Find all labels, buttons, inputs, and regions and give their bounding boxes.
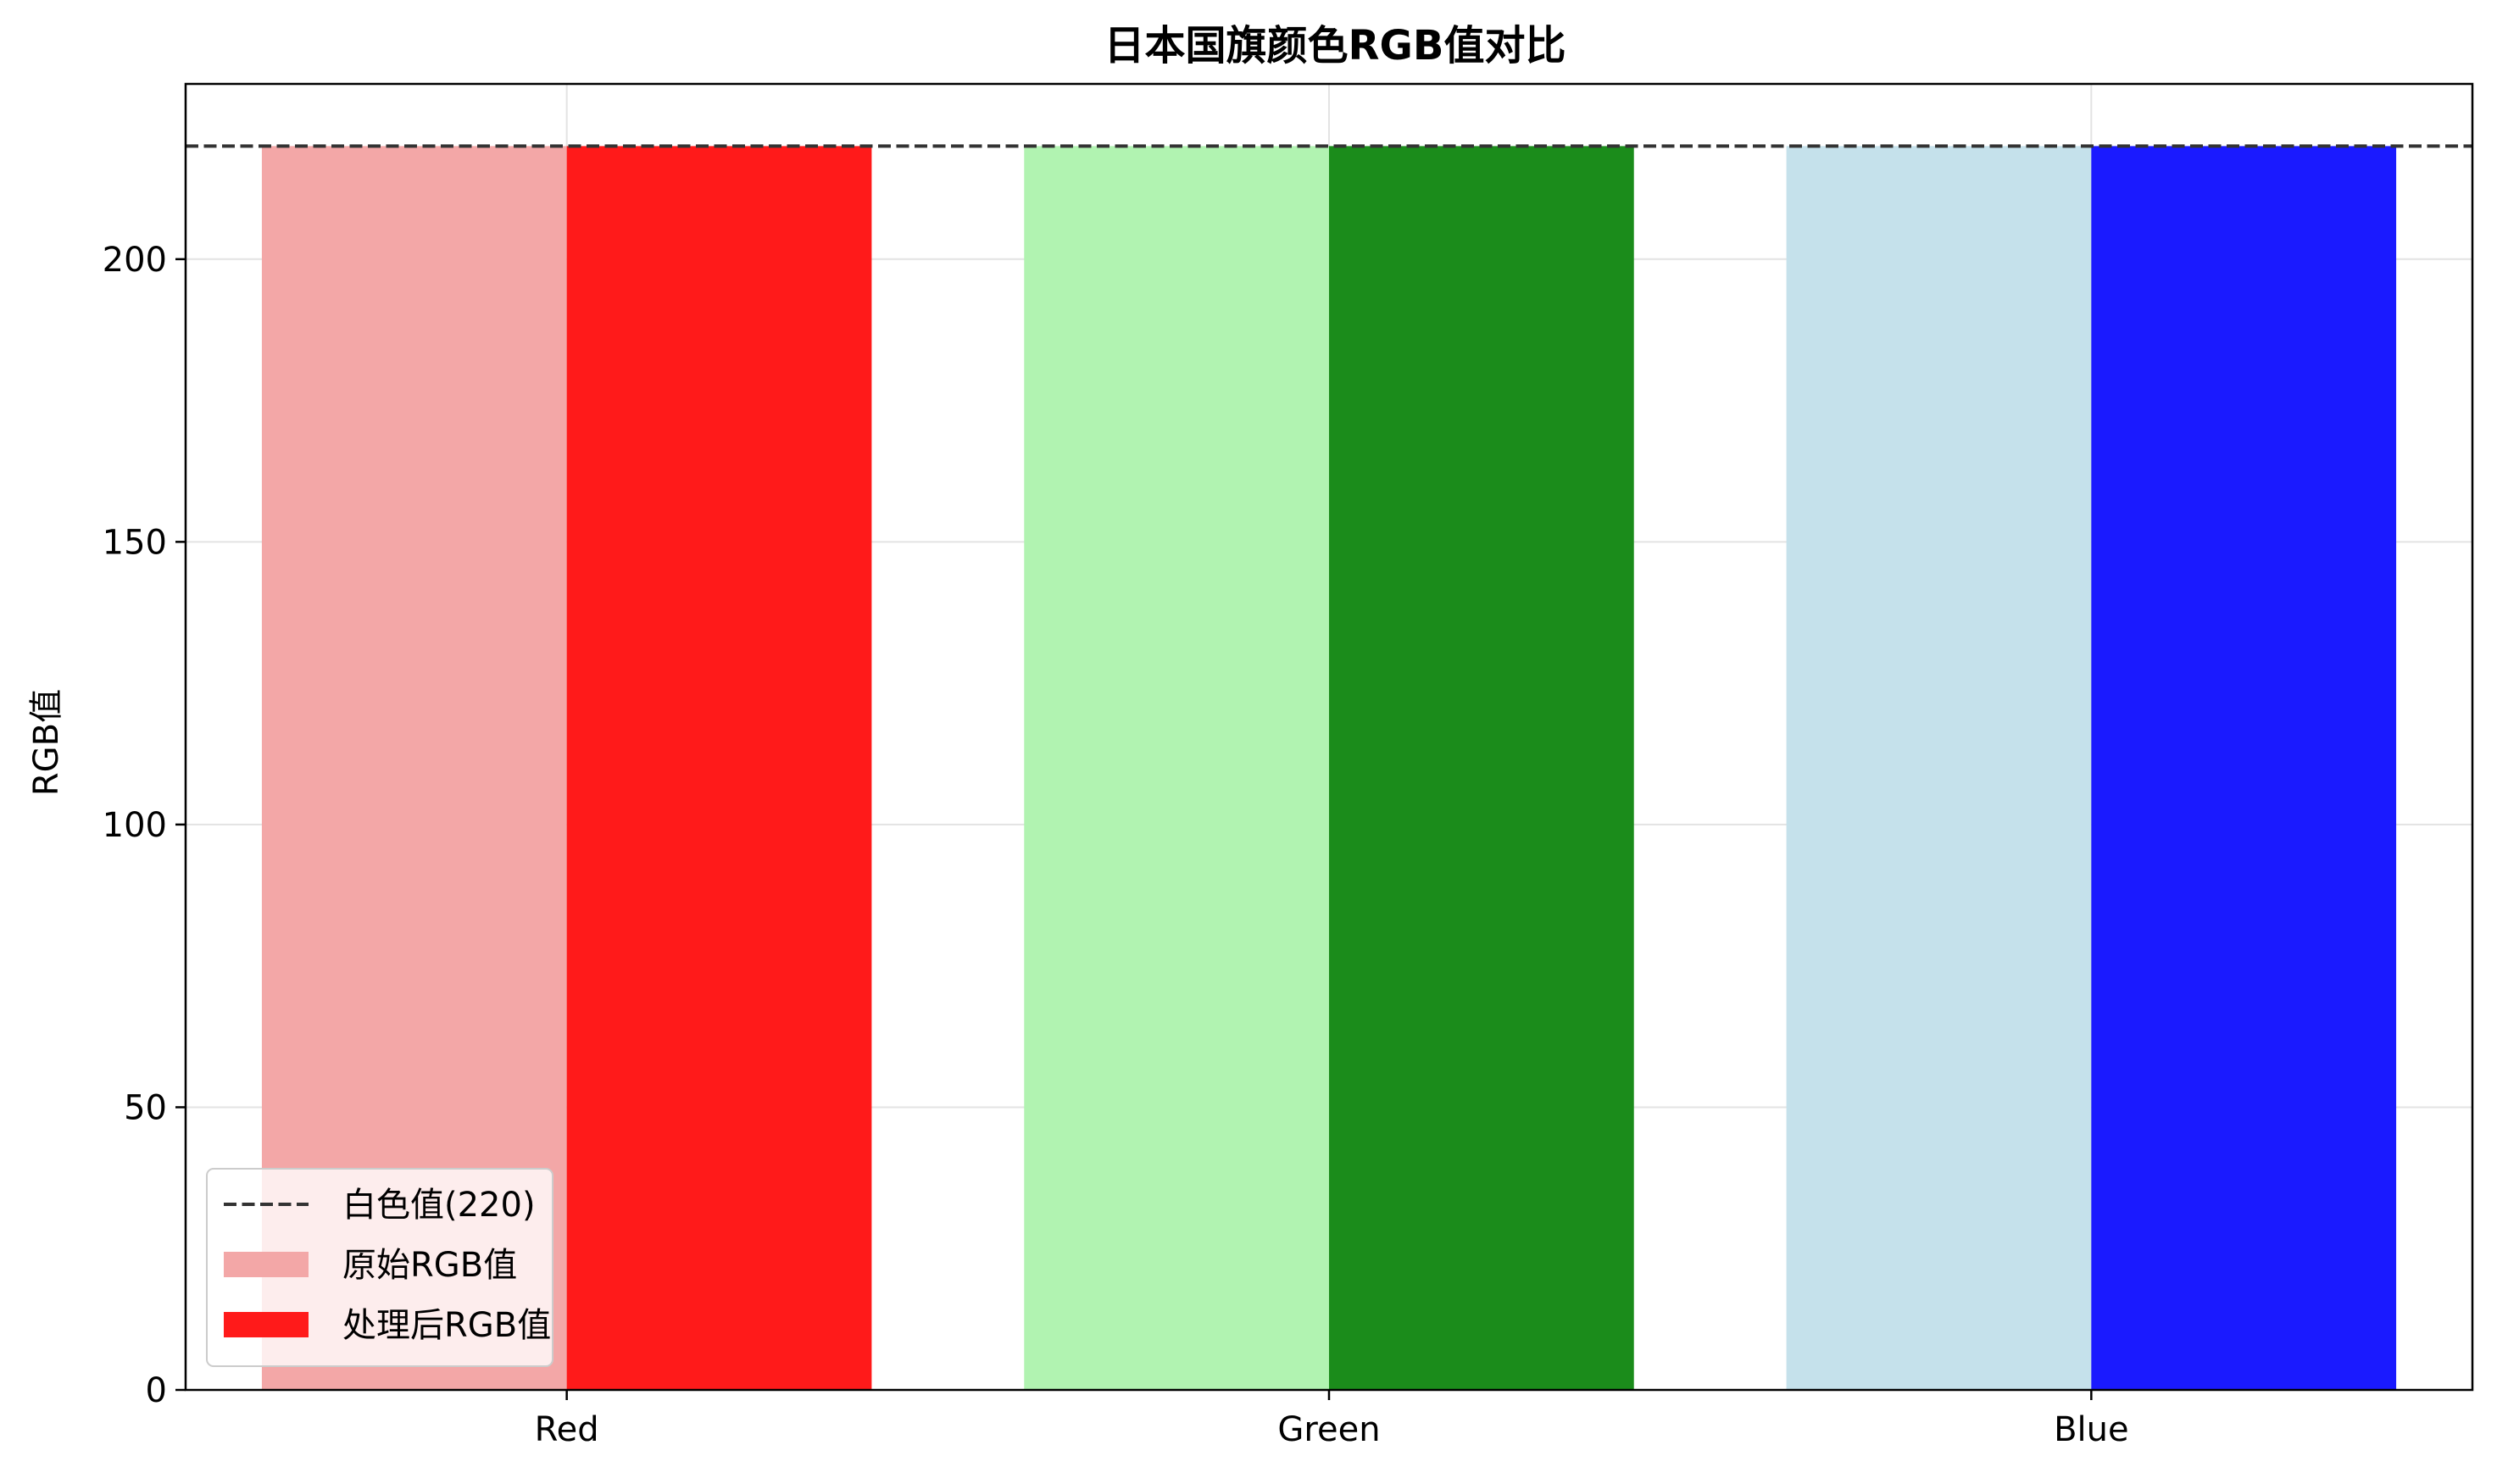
y-tick-label: 150 [103,523,167,562]
legend-swatch-original [224,1252,309,1277]
x-tick-label-blue: Blue [2054,1410,2129,1449]
y-tick-label: 0 [146,1371,167,1410]
bar-processed-blue [2091,146,2397,1390]
legend-label-reference-line: 白色值(220) [342,1186,536,1225]
bar-processed-red [566,146,872,1390]
bar-series [261,146,2397,1390]
legend-label-processed: 处理后RGB值 [342,1306,551,1345]
legend-label-original: 原始RGB值 [342,1246,517,1285]
y-tick-label: 100 [103,806,167,845]
legend-swatch-processed [224,1312,309,1337]
axis-ticks: 0 50 100 150 200 Red Green Blue [103,241,2129,1449]
y-tick-label: 200 [103,241,167,280]
bar-processed-green [1329,146,1634,1390]
y-tick-label: 50 [124,1088,167,1127]
bar-original-green [1024,146,1329,1390]
x-tick-label-red: Red [535,1410,599,1449]
x-tick-label-green: Green [1277,1410,1380,1449]
chart-title: 日本国旗颜色RGB值对比 [1104,22,1566,69]
y-axis-label: RGB值 [27,689,66,796]
bar-original-blue [1786,146,2092,1390]
